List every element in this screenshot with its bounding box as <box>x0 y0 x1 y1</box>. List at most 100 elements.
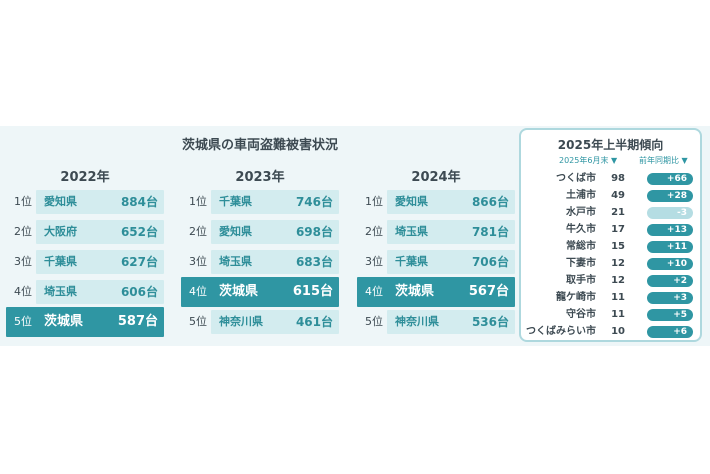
city-name: 水戸市 <box>566 207 596 218</box>
ranking-cell: 愛知県 866台 <box>387 190 515 214</box>
city-row: 牛久市 17 +13 <box>521 222 702 238</box>
ranking-row: 4位 埼玉県 606台 <box>6 280 164 304</box>
rank-label: 4位 <box>365 285 383 298</box>
ranking-row: 1位 千葉県 746台 <box>181 190 339 214</box>
prefecture-name: 埼玉県 <box>395 225 428 238</box>
city-count: 11 <box>611 292 625 303</box>
prefecture-name: 茨城県 <box>219 284 259 299</box>
city-name: つくばみらい市 <box>526 326 596 337</box>
city-row: つくば市 98 +66 <box>521 171 702 187</box>
theft-count: 746台 <box>295 195 333 209</box>
ranking-cell: 千葉県 706台 <box>387 250 515 274</box>
prefecture-name: 愛知県 <box>219 225 252 238</box>
rank-label: 3位 <box>14 255 32 268</box>
city-name: 守谷市 <box>566 309 596 320</box>
change-badge: -3 <box>647 207 693 219</box>
theft-count: 884台 <box>120 195 158 209</box>
rank-label: 1位 <box>189 195 207 208</box>
city-row: 土浦市 49 +28 <box>521 188 702 204</box>
rank-label: 5位 <box>14 315 32 328</box>
ranking-cell: 埼玉県 781台 <box>387 220 515 244</box>
change-badge: +5 <box>647 309 693 321</box>
ranking-cell: 愛知県 884台 <box>36 190 164 214</box>
ranking-row: 2位 愛知県 698台 <box>181 220 339 244</box>
ranking-cell: 愛知県 698台 <box>211 220 339 244</box>
prefecture-name: 愛知県 <box>44 195 77 208</box>
rank-label: 3位 <box>365 255 383 268</box>
rank-label: 2位 <box>365 225 383 238</box>
theft-count: 683台 <box>295 255 333 269</box>
theft-count: 698台 <box>295 225 333 239</box>
trend-card: 2025年上半期傾向 2025年6月末 ▼ 前年同期比 ▼ つくば市 98 +66 土… <box>519 128 702 342</box>
city-count: 12 <box>611 275 625 286</box>
ranking-cell: 茨城県 587台 <box>36 307 164 337</box>
theft-count: 461台 <box>295 315 333 329</box>
prefecture-name: 埼玉県 <box>219 255 252 268</box>
city-count: 49 <box>611 190 625 201</box>
theft-count: 606台 <box>120 285 158 299</box>
theft-count: 536台 <box>471 315 509 329</box>
ranking-cell: 埼玉県 683台 <box>211 250 339 274</box>
change-badge: +13 <box>647 224 693 236</box>
rank-label: 4位 <box>14 285 32 298</box>
ranking-row: 1位 愛知県 884台 <box>6 190 164 214</box>
ranking-row-highlighted: 4位 茨城県 615台 <box>181 277 339 307</box>
ranking-row: 1位 愛知県 866台 <box>357 190 515 214</box>
prefecture-name: 埼玉県 <box>44 285 77 298</box>
theft-count: 567台 <box>468 284 509 299</box>
prefecture-name: 千葉県 <box>219 195 252 208</box>
change-badge: +3 <box>647 292 693 304</box>
rank-label: 5位 <box>189 315 207 328</box>
prefecture-name: 千葉県 <box>44 255 77 268</box>
city-row: 取手市 12 +2 <box>521 273 702 289</box>
city-name: 土浦市 <box>566 190 596 201</box>
ranking-row: 5位 神奈川県 461台 <box>181 310 339 334</box>
ranking-cell: 千葉県 746台 <box>211 190 339 214</box>
trend-card-title: 2025年上半期傾向 <box>557 138 664 152</box>
ranking-cell: 茨城県 615台 <box>211 277 339 307</box>
city-count: 10 <box>611 326 625 337</box>
ranking-row-highlighted: 4位 茨城県 567台 <box>357 277 515 307</box>
city-row: 常総市 15 +11 <box>521 239 702 255</box>
city-row: 水戸市 21 -3 <box>521 205 702 221</box>
city-row: 龍ケ崎市 11 +3 <box>521 290 702 306</box>
column-header-count: 2025年6月末 ▼ <box>559 156 618 165</box>
theft-count: 627台 <box>120 255 158 269</box>
rank-label: 5位 <box>365 315 383 328</box>
rank-label: 4位 <box>189 285 207 298</box>
city-count: 11 <box>611 309 625 320</box>
ranking-cell: 大阪府 652台 <box>36 220 164 244</box>
change-badge: +2 <box>647 275 693 287</box>
rank-label: 1位 <box>365 195 383 208</box>
theft-count: 587台 <box>117 314 158 329</box>
ranking-row: 2位 大阪府 652台 <box>6 220 164 244</box>
ranking-row: 3位 千葉県 706台 <box>357 250 515 274</box>
rank-label: 1位 <box>14 195 32 208</box>
chart-title: 茨城県の車両盗難被害状況 <box>181 138 338 153</box>
theft-count: 615台 <box>292 284 333 299</box>
prefecture-name: 愛知県 <box>395 195 428 208</box>
rank-label: 2位 <box>189 225 207 238</box>
rank-label: 3位 <box>189 255 207 268</box>
city-name: 常総市 <box>566 241 596 252</box>
theft-count: 866台 <box>471 195 509 209</box>
city-name: 取手市 <box>566 275 596 286</box>
city-count: 17 <box>611 224 625 235</box>
prefecture-name: 神奈川県 <box>219 315 263 328</box>
ranking-row-highlighted: 5位 茨城県 587台 <box>6 307 164 337</box>
ranking-cell: 千葉県 627台 <box>36 250 164 274</box>
prefecture-name: 千葉県 <box>395 255 428 268</box>
column-header-change: 前年同期比 ▼ <box>639 156 688 165</box>
city-name: 下妻市 <box>566 258 596 269</box>
city-name: 牛久市 <box>566 224 596 235</box>
rank-label: 2位 <box>14 225 32 238</box>
change-badge: +6 <box>647 326 693 338</box>
city-row: つくばみらい市 10 +6 <box>521 324 702 340</box>
city-row: 守谷市 11 +5 <box>521 307 702 323</box>
prefecture-name: 神奈川県 <box>395 315 439 328</box>
city-count: 12 <box>611 258 625 269</box>
city-name: つくば市 <box>556 173 596 184</box>
prefecture-name: 大阪府 <box>44 225 77 238</box>
change-badge: +11 <box>647 241 693 253</box>
ranking-row: 3位 千葉県 627台 <box>6 250 164 274</box>
